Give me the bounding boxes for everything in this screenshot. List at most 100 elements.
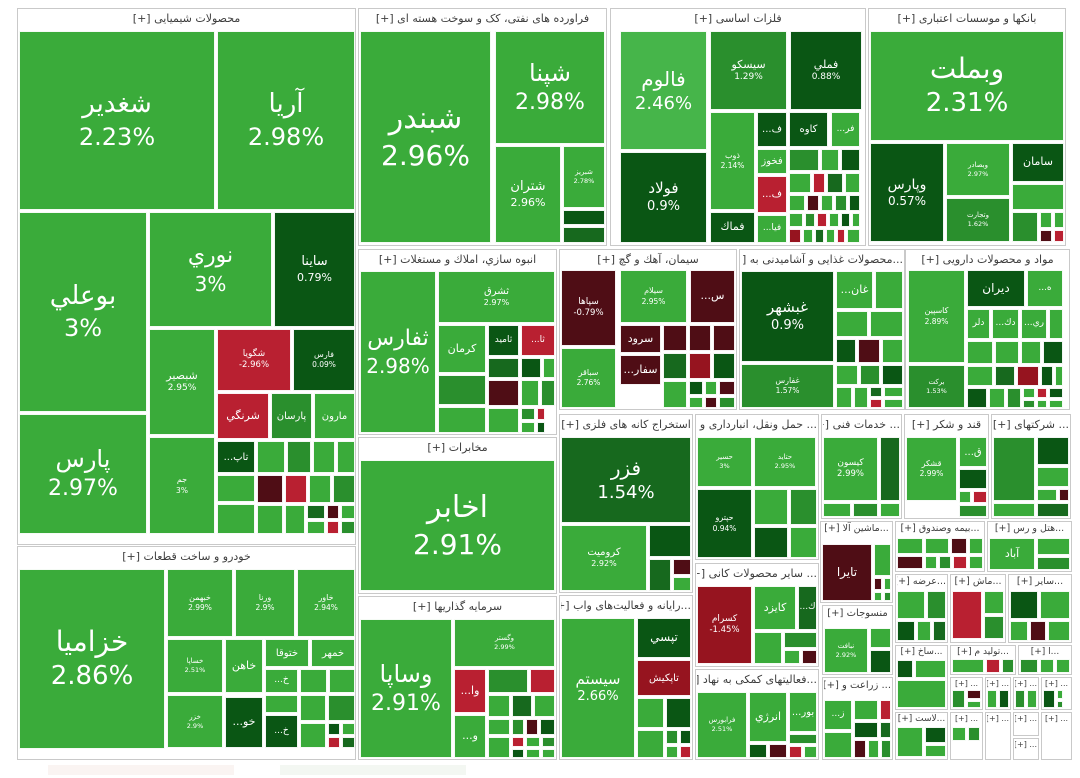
stock-tile[interactable]: غفارس 1.57% bbox=[741, 364, 834, 408]
mosaic-tile[interactable] bbox=[897, 727, 923, 757]
mosaic-tile[interactable] bbox=[543, 358, 555, 378]
mosaic-tile[interactable] bbox=[854, 740, 866, 758]
mosaic-tile[interactable] bbox=[1040, 659, 1054, 673]
mosaic-tile[interactable] bbox=[870, 311, 903, 337]
mosaic-tile[interactable] bbox=[666, 698, 691, 728]
stock-tile[interactable]: خزر 2.9% bbox=[167, 695, 223, 748]
mosaic-tile[interactable] bbox=[827, 173, 843, 193]
mosaic-tile[interactable] bbox=[1012, 212, 1038, 242]
mosaic-tile[interactable] bbox=[328, 695, 355, 721]
mosaic-tile[interactable] bbox=[984, 591, 1004, 614]
mosaic-tile[interactable] bbox=[705, 397, 717, 408]
stock-tile[interactable]: نوري 3% bbox=[149, 212, 272, 327]
mosaic-tile[interactable] bbox=[836, 365, 858, 385]
stock-tile[interactable]: خ... bbox=[265, 669, 298, 693]
mosaic-tile[interactable] bbox=[309, 475, 331, 503]
stock-tile[interactable]: شتران 2.96% bbox=[495, 146, 561, 243]
stock-tile[interactable]: آباد bbox=[989, 538, 1035, 570]
stock-tile[interactable]: دیران bbox=[967, 270, 1025, 307]
stock-tile[interactable]: حسیر 3% bbox=[697, 437, 752, 487]
mosaic-tile[interactable] bbox=[813, 173, 825, 193]
mosaic-tile[interactable] bbox=[438, 407, 486, 433]
mosaic-tile[interactable] bbox=[1040, 212, 1052, 228]
mosaic-tile[interactable] bbox=[512, 695, 532, 717]
mosaic-tile[interactable] bbox=[217, 475, 255, 502]
sector-header[interactable]: منسوجات [+] bbox=[824, 606, 891, 621]
mosaic-tile[interactable] bbox=[803, 229, 813, 243]
mosaic-tile[interactable] bbox=[993, 503, 1035, 517]
stock-tile[interactable]: خمهر bbox=[311, 639, 355, 667]
mosaic-tile[interactable] bbox=[1049, 400, 1063, 408]
stock-tile[interactable]: سپاها -0.79% bbox=[561, 270, 616, 346]
mosaic-tile[interactable] bbox=[870, 399, 882, 408]
stock-tile[interactable]: خاور 2.94% bbox=[297, 569, 355, 637]
stock-tile[interactable]: سیسکو 1.29% bbox=[710, 31, 787, 110]
mosaic-tile[interactable] bbox=[986, 659, 1000, 673]
mosaic-tile[interactable] bbox=[805, 213, 815, 227]
sector-header[interactable]: ...عرضه [+] bbox=[897, 575, 946, 589]
mosaic-tile[interactable] bbox=[689, 381, 703, 395]
mosaic-tile[interactable] bbox=[1040, 591, 1070, 619]
mosaic-tile[interactable] bbox=[705, 381, 717, 395]
mosaic-tile[interactable] bbox=[341, 521, 355, 534]
stock-tile[interactable]: فماك bbox=[710, 212, 755, 243]
mosaic-tile[interactable] bbox=[969, 556, 983, 569]
mosaic-tile[interactable] bbox=[989, 388, 1005, 408]
mosaic-tile[interactable] bbox=[1048, 621, 1070, 641]
mosaic-tile[interactable] bbox=[285, 475, 307, 503]
mosaic-tile[interactable] bbox=[663, 353, 687, 379]
mosaic-tile[interactable] bbox=[1007, 388, 1021, 408]
mosaic-tile[interactable] bbox=[1010, 591, 1038, 619]
mosaic-tile[interactable] bbox=[749, 744, 767, 758]
stock-tile[interactable]: خزامیا 2.86% bbox=[19, 569, 165, 749]
mosaic-tile[interactable] bbox=[952, 659, 984, 673]
mosaic-tile[interactable] bbox=[1037, 557, 1070, 570]
stock-tile[interactable]: سیستم 2.66% bbox=[561, 618, 635, 758]
sector-header[interactable]: ...محصولات غذایی و آشامیدنی به [+] bbox=[741, 250, 903, 270]
mosaic-tile[interactable] bbox=[829, 213, 839, 227]
mosaic-tile[interactable] bbox=[849, 195, 860, 211]
mosaic-tile[interactable] bbox=[713, 325, 735, 351]
stock-tile[interactable]: ثامید bbox=[488, 325, 519, 356]
mosaic-tile[interactable] bbox=[329, 669, 355, 693]
stock-tile[interactable]: شبریز 2.78% bbox=[563, 146, 605, 208]
mosaic-tile[interactable] bbox=[789, 746, 802, 758]
mosaic-tile[interactable] bbox=[719, 397, 735, 408]
sector-header[interactable]: انبوه سازي، املاك و مستغلات [+] bbox=[360, 250, 555, 270]
mosaic-tile[interactable] bbox=[804, 746, 817, 758]
mosaic-tile[interactable] bbox=[327, 521, 339, 534]
mosaic-tile[interactable] bbox=[488, 737, 510, 758]
mosaic-tile[interactable] bbox=[1049, 388, 1063, 398]
stock-tile[interactable]: برکت 1.53% bbox=[908, 365, 965, 408]
mosaic-tile[interactable] bbox=[897, 680, 946, 708]
mosaic-tile[interactable] bbox=[789, 195, 805, 211]
mosaic-tile[interactable] bbox=[300, 723, 326, 748]
mosaic-tile[interactable] bbox=[542, 749, 555, 758]
mosaic-tile[interactable] bbox=[789, 173, 811, 193]
mosaic-tile[interactable] bbox=[754, 527, 788, 558]
mosaic-tile[interactable] bbox=[307, 505, 325, 519]
mosaic-tile[interactable] bbox=[967, 366, 993, 386]
mosaic-tile[interactable] bbox=[995, 341, 1019, 364]
mosaic-tile[interactable] bbox=[824, 732, 852, 758]
stock-tile[interactable]: بوعلي 3% bbox=[19, 212, 147, 412]
mosaic-tile[interactable] bbox=[854, 722, 878, 738]
sector-header[interactable]: ...سایر [+] bbox=[1010, 575, 1070, 589]
mosaic-tile[interactable] bbox=[673, 559, 691, 575]
mosaic-tile[interactable] bbox=[512, 719, 524, 735]
stock-tile[interactable]: مارون bbox=[314, 393, 355, 439]
stock-tile[interactable]: کیسون 2.99% bbox=[823, 437, 878, 501]
stock-tile[interactable]: فرابورس 2.51% bbox=[697, 692, 747, 758]
mosaic-tile[interactable] bbox=[1055, 366, 1063, 386]
stock-tile[interactable]: قشکر 2.99% bbox=[906, 437, 957, 501]
sector-header[interactable]: ... [+] bbox=[1015, 678, 1037, 690]
mosaic-tile[interactable] bbox=[967, 690, 981, 699]
stock-tile[interactable]: فولاد 0.9% bbox=[620, 152, 707, 243]
mosaic-tile[interactable] bbox=[817, 213, 827, 227]
stock-tile[interactable]: س... bbox=[690, 270, 735, 323]
stock-tile[interactable]: اخابر 2.91% bbox=[360, 460, 555, 591]
stock-tile[interactable]: پارسان bbox=[271, 393, 312, 439]
mosaic-tile[interactable] bbox=[802, 650, 817, 664]
stock-tile[interactable]: فالوم 2.46% bbox=[620, 31, 707, 150]
stock-tile[interactable]: ز... bbox=[824, 700, 852, 730]
